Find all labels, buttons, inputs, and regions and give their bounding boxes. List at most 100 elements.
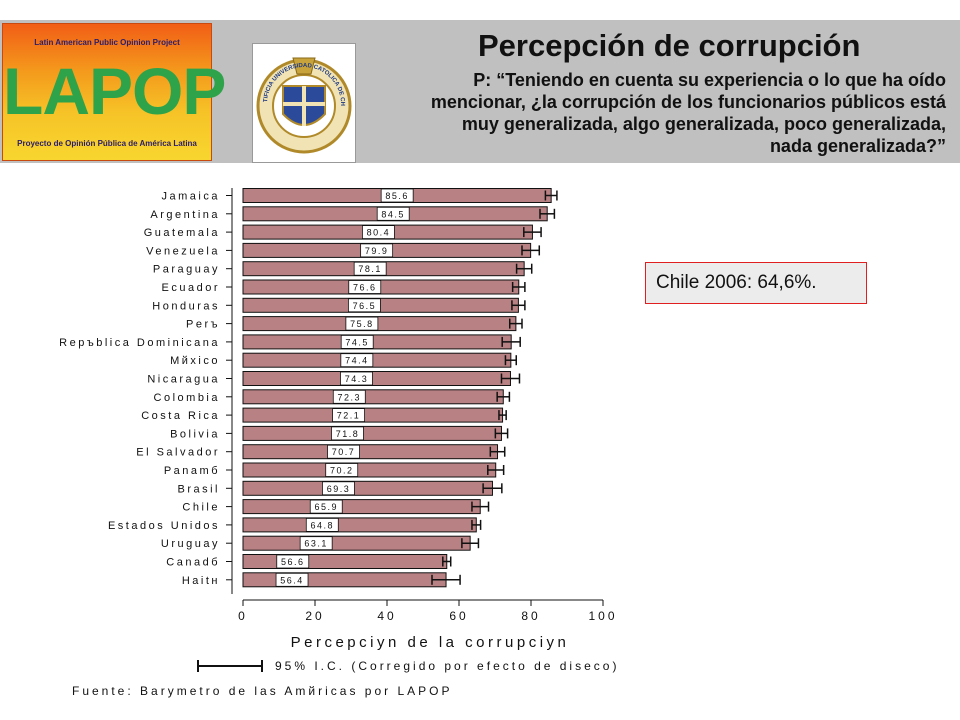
value-label: 85.6 bbox=[385, 191, 409, 201]
category-label: Uruguay bbox=[161, 538, 220, 550]
source-note: Fuente: Barymetro de las Amйricas por LA… bbox=[72, 684, 453, 698]
value-label-box bbox=[376, 206, 410, 221]
category-label: Colombia bbox=[154, 392, 220, 404]
value-label: 64.8 bbox=[311, 520, 335, 530]
value-label-box bbox=[325, 463, 359, 477]
category-label: Canadб bbox=[166, 557, 220, 569]
bar bbox=[242, 425, 502, 441]
category-label: Haitн bbox=[182, 575, 220, 587]
value-label: 74.5 bbox=[345, 337, 369, 347]
x-tick-label: 60 bbox=[449, 609, 468, 623]
category-label: Brasil bbox=[177, 483, 220, 495]
value-label: 72.1 bbox=[337, 411, 361, 421]
bar bbox=[242, 480, 493, 496]
bar bbox=[242, 389, 504, 405]
value-label: 70.7 bbox=[332, 447, 356, 457]
category-label: Panamб bbox=[164, 465, 220, 477]
category-label: Estados Unidos bbox=[108, 520, 220, 532]
value-label-box bbox=[340, 334, 374, 349]
bar bbox=[242, 352, 512, 368]
value-label: 76.5 bbox=[353, 301, 377, 311]
category-label: Jamaica bbox=[162, 191, 220, 203]
value-label: 74.3 bbox=[345, 374, 369, 384]
lapop-logo-wordmark: LAPOP bbox=[3, 54, 226, 128]
category-label: Nicaragua bbox=[147, 374, 220, 386]
bar bbox=[242, 535, 471, 551]
category-label: Venezuela bbox=[146, 245, 220, 257]
bar bbox=[242, 316, 517, 332]
value-label-box bbox=[275, 572, 309, 587]
value-label: 74.4 bbox=[345, 356, 369, 366]
category-label: El Salvador bbox=[136, 447, 220, 459]
value-label: 78.1 bbox=[358, 264, 382, 274]
category-label: Honduras bbox=[152, 300, 220, 312]
value-label-box bbox=[327, 444, 360, 459]
value-label-box bbox=[299, 536, 333, 551]
value-label-box bbox=[380, 188, 414, 203]
lapop-logo-top-text: Latin American Public Opinion Project bbox=[34, 38, 180, 47]
value-label-box bbox=[340, 371, 373, 386]
lapop-logo: Latin American Public Opinion Project LA… bbox=[2, 23, 226, 161]
category-label: Mйxico bbox=[170, 355, 220, 367]
bar bbox=[242, 462, 497, 478]
category-label: Ecuador bbox=[162, 282, 220, 294]
page-title: Percepción de corrupción bbox=[478, 28, 861, 63]
category-label: Chile bbox=[182, 502, 220, 514]
value-label: 75.8 bbox=[350, 319, 374, 329]
x-axis-title: Percepciyn de la corrupciyn bbox=[291, 634, 570, 650]
value-label: 76.6 bbox=[353, 283, 377, 293]
value-label: 56.4 bbox=[280, 575, 304, 585]
value-label-box bbox=[276, 554, 310, 569]
university-seal: PONTIFICIA UNIVERSIDAD CATOLICA DE CHILE bbox=[251, 40, 356, 163]
bar bbox=[242, 371, 511, 386]
category-label: Bolivia bbox=[170, 428, 220, 440]
bar bbox=[242, 517, 477, 533]
value-label-box bbox=[331, 426, 364, 441]
bar bbox=[242, 407, 504, 423]
value-label: 56.6 bbox=[281, 557, 305, 567]
lapop-logo-bottom-text: Proyecto de Opinión Pública de América L… bbox=[17, 139, 197, 148]
category-label: Paraguay bbox=[153, 264, 220, 276]
value-label-box bbox=[340, 353, 374, 368]
category-label: Guatemala bbox=[144, 227, 220, 239]
value-label-box bbox=[332, 389, 366, 404]
value-label: 63.1 bbox=[304, 539, 328, 549]
bar bbox=[242, 554, 448, 569]
x-tick-label: 80 bbox=[521, 609, 540, 623]
category-label: Argentina bbox=[150, 209, 220, 221]
value-label-box bbox=[348, 280, 382, 294]
category-label: Costa Rica bbox=[141, 410, 220, 422]
bar bbox=[242, 334, 512, 350]
value-label-box bbox=[353, 261, 387, 276]
value-label: 70.2 bbox=[330, 466, 354, 476]
ci-legend-marker bbox=[197, 660, 263, 672]
x-tick-label: 20 bbox=[305, 609, 324, 623]
value-label-box bbox=[347, 298, 381, 313]
value-label-box bbox=[305, 517, 339, 532]
value-label-box bbox=[345, 316, 379, 331]
x-tick-label: 40 bbox=[377, 609, 396, 623]
value-label-box bbox=[362, 225, 395, 239]
value-label: 71.8 bbox=[336, 429, 360, 439]
x-tick-label: 100 bbox=[588, 609, 617, 623]
x-tick-label: 0 bbox=[238, 609, 248, 623]
value-label: 79.9 bbox=[365, 246, 389, 256]
survey-question: P: “Teniendo en cuenta su experiencia o … bbox=[430, 70, 946, 156]
value-label-box bbox=[360, 243, 394, 258]
value-label-box bbox=[322, 481, 355, 496]
ci-legend-label: 95% I.C. (Corregido por efecto de diseсo… bbox=[275, 659, 620, 673]
corruption-bar-chart: Jamaica 85.6 Argentina 84.5 Guatemala 80.4 Ven… bbox=[59, 188, 617, 650]
chile-2006-note: Chile 2006: 64,6%. bbox=[645, 262, 867, 304]
category-label: Perъ bbox=[186, 319, 220, 331]
value-label: 84.5 bbox=[381, 209, 405, 219]
bar bbox=[242, 499, 481, 515]
value-label: 80.4 bbox=[367, 228, 391, 238]
bar bbox=[242, 444, 499, 460]
value-label-box bbox=[332, 408, 365, 423]
value-label: 69.3 bbox=[327, 484, 351, 494]
bar bbox=[242, 572, 447, 588]
value-label: 65.9 bbox=[314, 502, 338, 512]
category-label: Repъblica Dominicana bbox=[59, 337, 220, 349]
value-label-box bbox=[309, 499, 343, 514]
value-label: 72.3 bbox=[338, 392, 362, 402]
